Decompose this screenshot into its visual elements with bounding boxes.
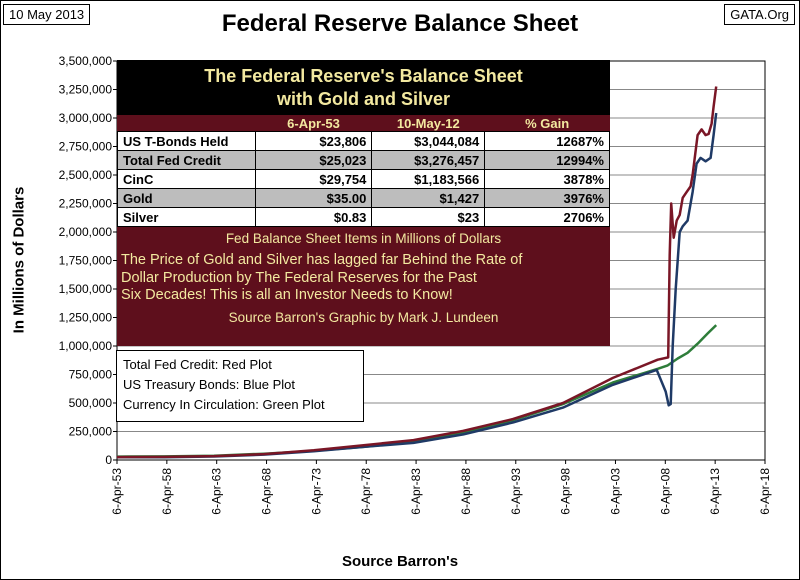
y-tick-label: 3,000,000 <box>59 111 113 125</box>
x-tick-label: 6-Apr-63 <box>210 468 224 515</box>
y-tick-label: 2,000,000 <box>59 225 113 239</box>
commentary-line: The Price of Gold and Silver has lagged … <box>121 252 523 268</box>
x-tick-label: 6-Apr-68 <box>260 468 274 515</box>
column-header: 10-May-12 <box>371 115 485 132</box>
x-tick-label: 6-Apr-83 <box>409 468 423 515</box>
inset-table-panel: The Federal Reserve's Balance Sheet with… <box>117 60 610 346</box>
x-tick-label: 6-Apr-53 <box>110 468 124 515</box>
legend-entry: Currency In Circulation: Green Plot <box>123 397 325 412</box>
x-tick-label: 6-Apr-03 <box>608 468 622 515</box>
x-tick-label: 6-Apr-18 <box>758 468 772 515</box>
table-row: CinC $29,754 $1,183,566 3878% <box>117 169 610 189</box>
cell-value: $23 <box>371 207 486 227</box>
x-tick-label: 6-Apr-88 <box>459 468 473 515</box>
y-tick-label: 1,250,000 <box>59 311 113 325</box>
y-tick-label: 2,250,000 <box>59 197 113 211</box>
y-axis: 0 250,000 500,000 750,000 1,000,000 1,250,000… <box>59 54 117 467</box>
chart-title: Federal Reserve Balance Sheet <box>221 10 579 37</box>
cell-gain: 3878% <box>484 169 610 189</box>
cell-gain: 2706% <box>484 207 610 227</box>
inset-note: Fed Balance Sheet Items in Millions of D… <box>225 231 502 246</box>
commentary-line: Six Decades! This is all an Investor Nee… <box>121 287 453 303</box>
inset-title: The Federal Reserve's Balance Sheet with… <box>117 60 610 115</box>
x-tick-label: 6-Apr-73 <box>309 468 323 515</box>
table-row: US T-Bonds Held $23,806 $3,044,084 12687… <box>117 131 610 151</box>
cell-value: $25,023 <box>254 150 373 170</box>
legend: Total Fed Credit: Red Plot US Treasury B… <box>116 350 364 422</box>
cell-gain: 3976% <box>484 188 610 208</box>
cell-value: $35.00 <box>254 188 373 208</box>
row-label: Total Fed Credit <box>117 150 256 170</box>
y-tick-label: 750,000 <box>69 368 113 382</box>
row-label: CinC <box>117 169 256 189</box>
cell-value: $23,806 <box>254 131 373 151</box>
column-header: % Gain <box>484 115 610 132</box>
site-label: GATA.Org <box>724 4 795 25</box>
x-tick-label: 6-Apr-08 <box>658 468 672 515</box>
cell-value: $3,044,084 <box>371 131 486 151</box>
series-lines <box>116 86 718 459</box>
cell-gain: 12994% <box>484 150 610 170</box>
y-tick-label: 3,500,000 <box>59 54 113 68</box>
inset-commentary: The Price of Gold and Silver has lagged … <box>117 246 610 305</box>
date-label: 10 May 2013 <box>3 4 91 25</box>
table-row: Total Fed Credit $25,023 $3,276,457 1299… <box>117 150 610 170</box>
y-tick-label: 0 <box>105 453 112 467</box>
data-table: 6-Apr-53 10-May-12 % Gain US T-Bonds Hel… <box>117 115 610 227</box>
y-tick-label: 1,500,000 <box>59 282 113 296</box>
y-axis-label: In Millions of Dollars <box>10 186 28 334</box>
inset-source: Source Barron's Graphic by Mark J. Lunde… <box>228 309 499 325</box>
commentary-line: Dollar Production by The Federal Reserve… <box>121 269 477 286</box>
y-tick-label: 500,000 <box>69 396 113 410</box>
x-tick-label: 6-Apr-58 <box>160 468 174 515</box>
x-axis: 6-Apr-53 6-Apr-58 6-Apr-63 6-Apr-68 6-Apr-73… <box>110 460 772 515</box>
table-row: Gold $35.00 $1,427 3976% <box>117 188 610 208</box>
table-header-row: 6-Apr-53 10-May-12 % Gain <box>117 115 610 132</box>
legend-entry: US Treasury Bonds: Blue Plot <box>123 377 295 392</box>
y-axis-label-wrap: In Millions of Dollars <box>4 187 34 334</box>
series-line <box>116 86 718 459</box>
y-tick-label: 3,250,000 <box>59 83 113 97</box>
column-header: 6-Apr-53 <box>255 115 372 132</box>
x-axis-label: Source Barron's <box>341 553 459 570</box>
cell-value: $1,183,566 <box>371 169 486 189</box>
cell-gain: 12687% <box>484 131 610 151</box>
row-label: Gold <box>117 188 256 208</box>
cell-value: $0.83 <box>254 207 373 227</box>
table-row: Silver $0.83 $23 2706% <box>117 207 610 227</box>
x-tick-label: 6-Apr-93 <box>509 468 523 515</box>
legend-entry: Total Fed Credit: Red Plot <box>123 357 272 372</box>
cell-value: $29,754 <box>254 169 373 189</box>
row-label: Silver <box>117 207 256 227</box>
cell-value: $3,276,457 <box>371 150 486 170</box>
y-tick-label: 2,750,000 <box>59 140 113 154</box>
inset-title-line1: The Federal Reserve's Balance Sheet <box>204 66 523 86</box>
y-tick-label: 1,750,000 <box>59 254 113 268</box>
y-tick-label: 2,500,000 <box>59 168 113 182</box>
x-tick-label: 6-Apr-13 <box>708 468 722 515</box>
y-tick-label: 1,000,000 <box>59 339 113 353</box>
cell-value: $1,427 <box>371 188 486 208</box>
inset-title-line2: with Gold and Silver <box>276 89 451 109</box>
x-tick-label: 6-Apr-98 <box>559 468 573 515</box>
row-label: US T-Bonds Held <box>117 131 256 151</box>
y-tick-label: 250,000 <box>69 425 113 439</box>
x-tick-label: 6-Apr-78 <box>359 468 373 515</box>
